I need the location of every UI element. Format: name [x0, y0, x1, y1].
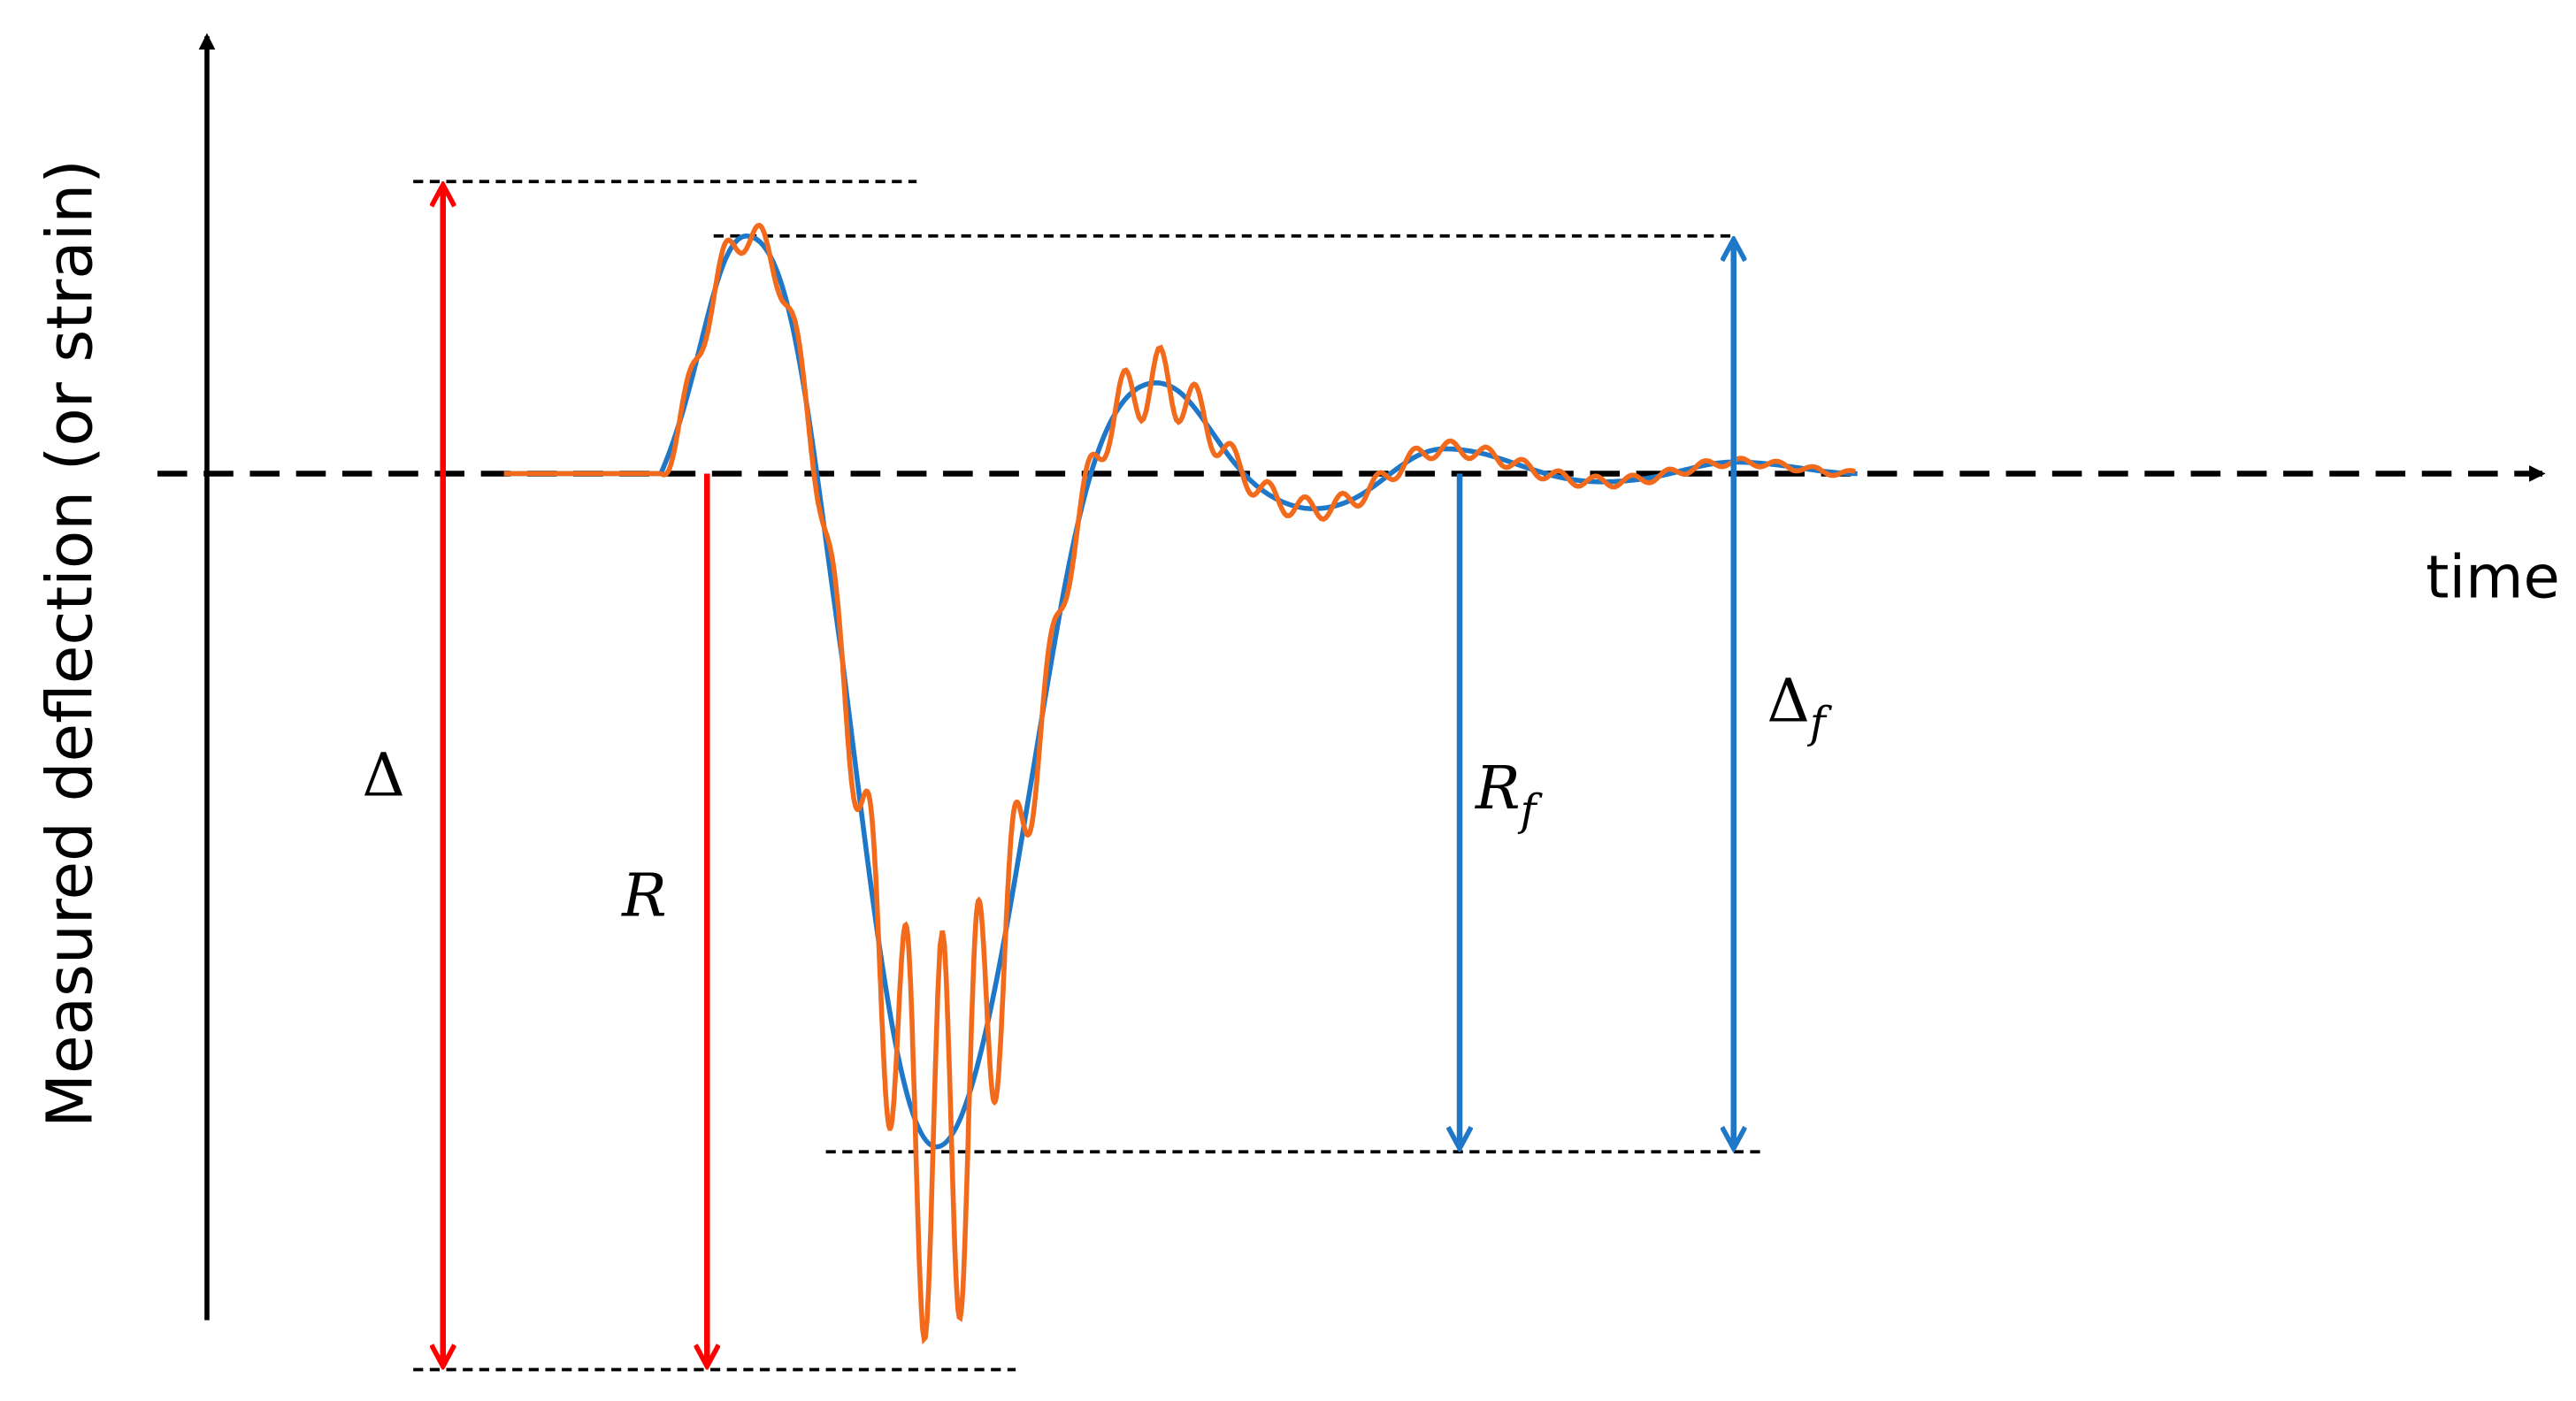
rf-label: Rf: [1474, 754, 1544, 836]
x-axis-label: time: [2426, 542, 2560, 611]
r-label: R: [620, 861, 667, 930]
delta-label: Δ: [362, 740, 405, 809]
deltaf-sub: f: [1807, 699, 1833, 748]
deltaf-label: Δf: [1767, 666, 1833, 748]
y-axis-label: Measured deflection (or strain): [33, 159, 106, 1128]
measured-curve: [503, 222, 1856, 1345]
rf-main: R: [1474, 754, 1521, 823]
reference-lines: [413, 180, 1764, 1372]
rf-sub: f: [1518, 786, 1544, 836]
deltaf-main: Δ: [1767, 666, 1810, 735]
